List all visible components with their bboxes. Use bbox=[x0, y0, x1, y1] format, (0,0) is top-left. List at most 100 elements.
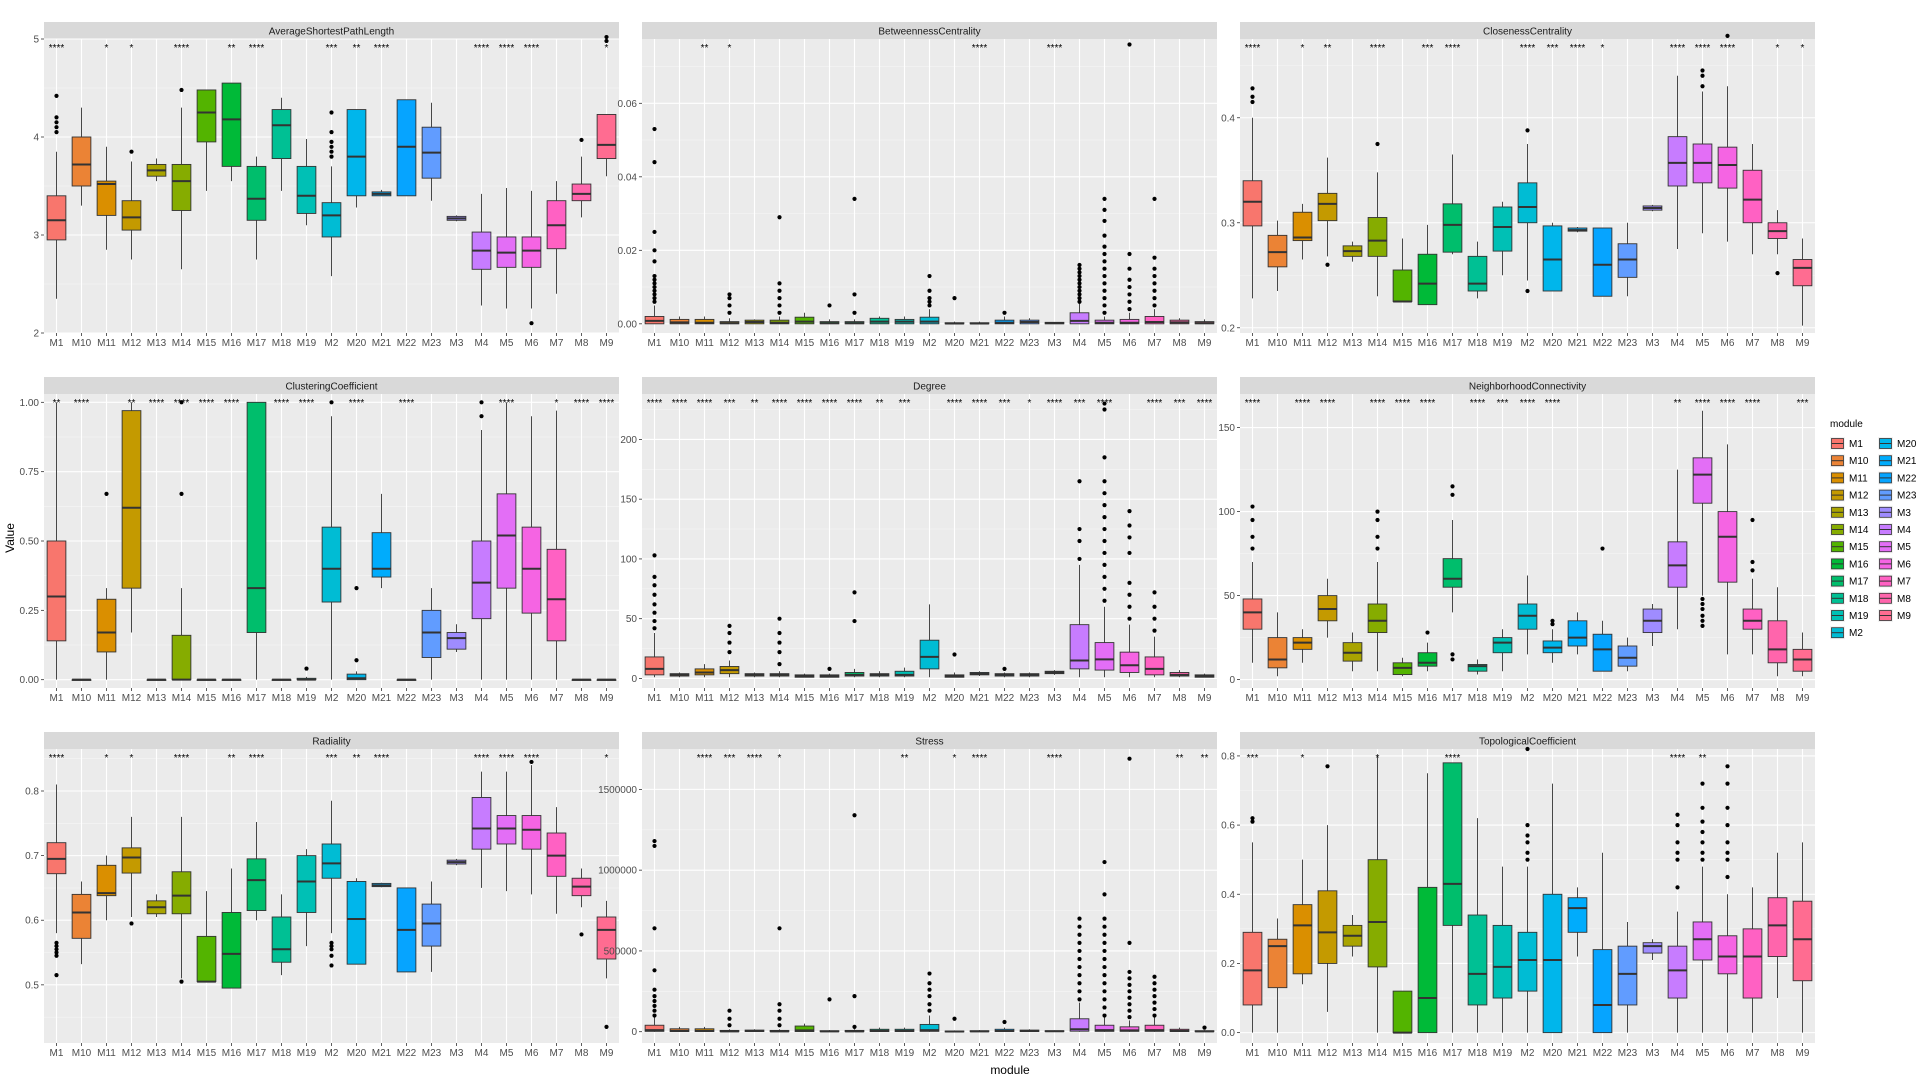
significance-label: **** bbox=[972, 753, 988, 764]
significance-label: **** bbox=[1520, 398, 1536, 409]
box-iqr bbox=[1717, 511, 1738, 583]
x-tick-label: M18 bbox=[272, 693, 292, 704]
outlier-point bbox=[54, 947, 59, 952]
significance-label: **** bbox=[1097, 398, 1113, 409]
outlier-point bbox=[1700, 829, 1705, 835]
box-M8: M8 bbox=[1169, 318, 1190, 349]
box-iqr bbox=[121, 847, 142, 874]
box-M20: ** M20 bbox=[346, 753, 367, 1059]
y-tick-label: 100 bbox=[1218, 507, 1235, 518]
significance-label: **** bbox=[199, 398, 215, 409]
outlier-point bbox=[927, 987, 932, 992]
significance-label: **** bbox=[947, 398, 963, 409]
x-tick-label: M18 bbox=[1468, 1048, 1488, 1059]
box-M4: M4 bbox=[1069, 916, 1090, 1059]
box-M15: **** M15 bbox=[1392, 398, 1413, 704]
significance-label: ** bbox=[1201, 753, 1209, 764]
outlier-point bbox=[652, 160, 657, 165]
x-tick-label: M5 bbox=[1696, 338, 1710, 349]
outlier-point bbox=[1700, 73, 1705, 78]
box-M14: **** M14 bbox=[769, 398, 790, 704]
outlier-point bbox=[1725, 822, 1730, 828]
box-M2: M2 bbox=[919, 273, 940, 349]
x-tick-label: M16 bbox=[1418, 1048, 1438, 1059]
outlier-point bbox=[1725, 850, 1730, 855]
outlier-point bbox=[1675, 812, 1680, 817]
legend-entry-M22: M22 bbox=[1878, 471, 1917, 485]
box-M15: M15 bbox=[1392, 990, 1413, 1059]
box-iqr bbox=[1617, 645, 1638, 667]
outlier-point bbox=[1077, 284, 1082, 290]
box-M22: M22 bbox=[396, 99, 417, 349]
box-M18: M18 bbox=[869, 1027, 890, 1059]
significance-label: **** bbox=[349, 398, 365, 409]
outlier-point bbox=[727, 303, 732, 308]
outlier-point bbox=[777, 640, 782, 645]
outlier-point bbox=[777, 281, 782, 286]
outlier-point bbox=[727, 640, 732, 645]
outlier-point bbox=[1325, 262, 1330, 267]
significance-label: **** bbox=[1745, 398, 1761, 409]
x-tick-label: M12 bbox=[122, 1048, 142, 1059]
outlier-point bbox=[1700, 84, 1705, 89]
box-M19: ** M19 bbox=[894, 753, 915, 1059]
box-iqr bbox=[1242, 931, 1263, 1006]
x-tick-label: M18 bbox=[1468, 338, 1488, 349]
box-iqr bbox=[1417, 652, 1438, 667]
x-tick-label: M18 bbox=[272, 338, 292, 349]
outlier-point bbox=[1152, 266, 1157, 271]
box-M7: M7 bbox=[1144, 196, 1165, 349]
outlier-point bbox=[54, 93, 59, 98]
box-M13: M13 bbox=[744, 319, 765, 349]
significance-label: **** bbox=[972, 398, 988, 409]
box-M3: **** M3 bbox=[1044, 43, 1065, 349]
legend-label: M15 bbox=[1849, 542, 1869, 553]
outlier-point bbox=[1375, 517, 1380, 523]
x-tick-label: M1 bbox=[648, 1048, 662, 1059]
box-iqr bbox=[1517, 182, 1538, 224]
box-M19: M19 bbox=[296, 138, 317, 349]
outlier-point bbox=[1102, 303, 1107, 308]
box-iqr bbox=[1467, 664, 1488, 672]
x-tick-label: M7 bbox=[1746, 693, 1760, 704]
box-iqr bbox=[496, 493, 517, 589]
x-tick-label: M22 bbox=[1593, 338, 1613, 349]
x-tick-label: M5 bbox=[1696, 1048, 1710, 1059]
legend: module M1 M10 M11 M12 M13 M14 M15 M16 M17 M18 M19 M2… bbox=[1830, 419, 1917, 640]
significance-label: **** bbox=[1720, 43, 1736, 54]
outlier-point bbox=[1675, 822, 1680, 828]
legend-entry-M15: M15 bbox=[1830, 540, 1869, 554]
legend-label: M13 bbox=[1849, 508, 1869, 519]
outlier-point bbox=[1250, 819, 1255, 824]
x-tick-label: M21 bbox=[372, 1048, 392, 1059]
box-M5: **** M5 bbox=[496, 753, 517, 1059]
x-tick-label: M14 bbox=[1368, 338, 1388, 349]
box-iqr bbox=[1767, 620, 1788, 664]
box-iqr bbox=[694, 318, 715, 325]
x-tick-label: M15 bbox=[1393, 693, 1413, 704]
box-M12: M12 bbox=[1317, 764, 1338, 1059]
outlier-point bbox=[777, 616, 782, 621]
box-M16: **** M16 bbox=[1417, 398, 1438, 704]
box-M17: **** M17 bbox=[246, 43, 267, 349]
box-iqr bbox=[1069, 624, 1090, 670]
outlier-point bbox=[1077, 956, 1082, 962]
legend-label: M21 bbox=[1897, 456, 1917, 467]
outlier-point bbox=[852, 618, 857, 624]
outlier-point bbox=[1250, 94, 1255, 99]
box-iqr bbox=[1442, 203, 1463, 253]
box-iqr bbox=[1094, 642, 1115, 671]
box-iqr bbox=[1567, 620, 1588, 647]
box-M16: *** M16 bbox=[1417, 43, 1438, 349]
box-M6: M6 bbox=[521, 416, 542, 704]
outlier-point bbox=[777, 295, 782, 301]
x-tick-label: M6 bbox=[1123, 1048, 1137, 1059]
outlier-point bbox=[952, 1016, 957, 1021]
significance-label: ** bbox=[228, 753, 236, 764]
outlier-point bbox=[1700, 613, 1705, 618]
legend-label: M12 bbox=[1849, 491, 1869, 502]
outlier-point bbox=[652, 987, 657, 992]
outlier-point bbox=[1725, 874, 1730, 880]
x-tick-label: M21 bbox=[1568, 1048, 1588, 1059]
